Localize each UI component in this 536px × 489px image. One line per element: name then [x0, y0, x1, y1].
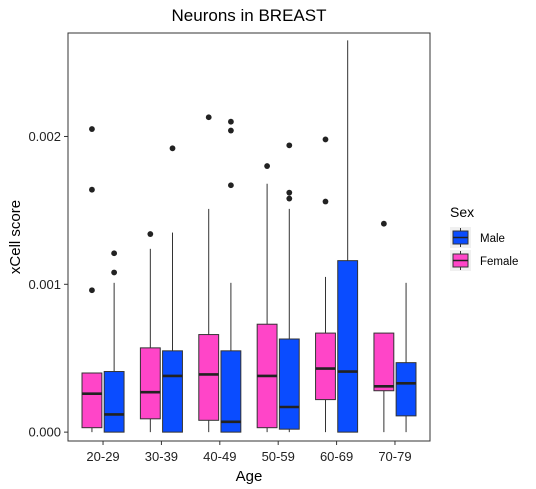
outlier-point	[380, 220, 387, 227]
box-male-30-39	[162, 145, 183, 433]
y-tick-label: 0.001	[28, 277, 61, 292]
outlier-point	[111, 250, 118, 257]
outlier-point	[322, 136, 329, 143]
outlier-point	[89, 126, 95, 132]
x-axis: 20-29 30-39 40-49 50-59 60-69 70-79	[86, 441, 412, 464]
box-iqr	[373, 332, 395, 392]
legend-item-male: Male	[450, 227, 505, 248]
plot-panel	[67, 32, 431, 442]
box-male-50-59	[278, 142, 300, 433]
legend: Sex Male Female	[450, 204, 518, 271]
y-tick-label: 0.000	[28, 425, 61, 440]
box-iqr	[337, 260, 359, 433]
legend-item-female: Female	[450, 250, 518, 271]
legend-label: Female	[480, 256, 518, 268]
box-iqr	[139, 347, 161, 420]
box-iqr	[198, 334, 220, 421]
x-axis-title: Age	[236, 468, 263, 485]
outlier-point	[169, 145, 176, 152]
box-iqr	[278, 338, 300, 430]
box-female-50-59	[256, 163, 278, 433]
box-female-20-29	[81, 126, 103, 433]
box-female-30-39	[139, 231, 161, 433]
outlier-point	[89, 186, 95, 193]
x-tick-label: 20-29	[86, 449, 119, 464]
outlier-point	[228, 118, 234, 125]
box-male-60-69	[337, 40, 359, 433]
box-iqr	[162, 350, 183, 433]
box-female-60-69	[315, 136, 336, 433]
chart-title: Neurons in BREAST	[172, 6, 327, 25]
x-tick-label: 60-69	[320, 449, 353, 464]
y-axis: 0.000 0.001 0.002	[28, 129, 68, 440]
outlier-point	[147, 231, 154, 237]
legend-title: Sex	[450, 204, 474, 220]
outlier-point	[286, 189, 293, 196]
outlier-point	[89, 287, 95, 294]
outlier-point	[228, 127, 234, 134]
box-iqr	[220, 350, 242, 433]
box-female-70-79	[373, 220, 395, 433]
outlier-point	[322, 198, 329, 205]
box-iqr	[395, 362, 417, 417]
y-tick-label: 0.002	[28, 129, 61, 144]
box-iqr	[315, 332, 336, 401]
x-tick-label: 40-49	[203, 449, 236, 464]
x-tick-label: 50-59	[262, 449, 295, 464]
box-male-40-49	[220, 118, 242, 433]
x-tick-label: 70-79	[378, 449, 411, 464]
outlier-point	[205, 114, 212, 121]
legend-label: Male	[480, 233, 505, 245]
outlier-point	[228, 182, 234, 189]
box-male-70-79	[395, 282, 417, 433]
outlier-point	[286, 142, 293, 149]
outlier-point	[264, 163, 270, 169]
box-female-40-49	[198, 114, 220, 433]
box-iqr	[103, 371, 125, 433]
outlier-point	[286, 195, 293, 202]
plot-marks	[81, 40, 417, 433]
y-axis-title: xCell score	[7, 200, 24, 274]
box-male-20-29	[103, 250, 125, 433]
box-iqr	[81, 372, 103, 429]
outlier-point	[111, 269, 118, 276]
x-tick-label: 30-39	[145, 449, 178, 464]
